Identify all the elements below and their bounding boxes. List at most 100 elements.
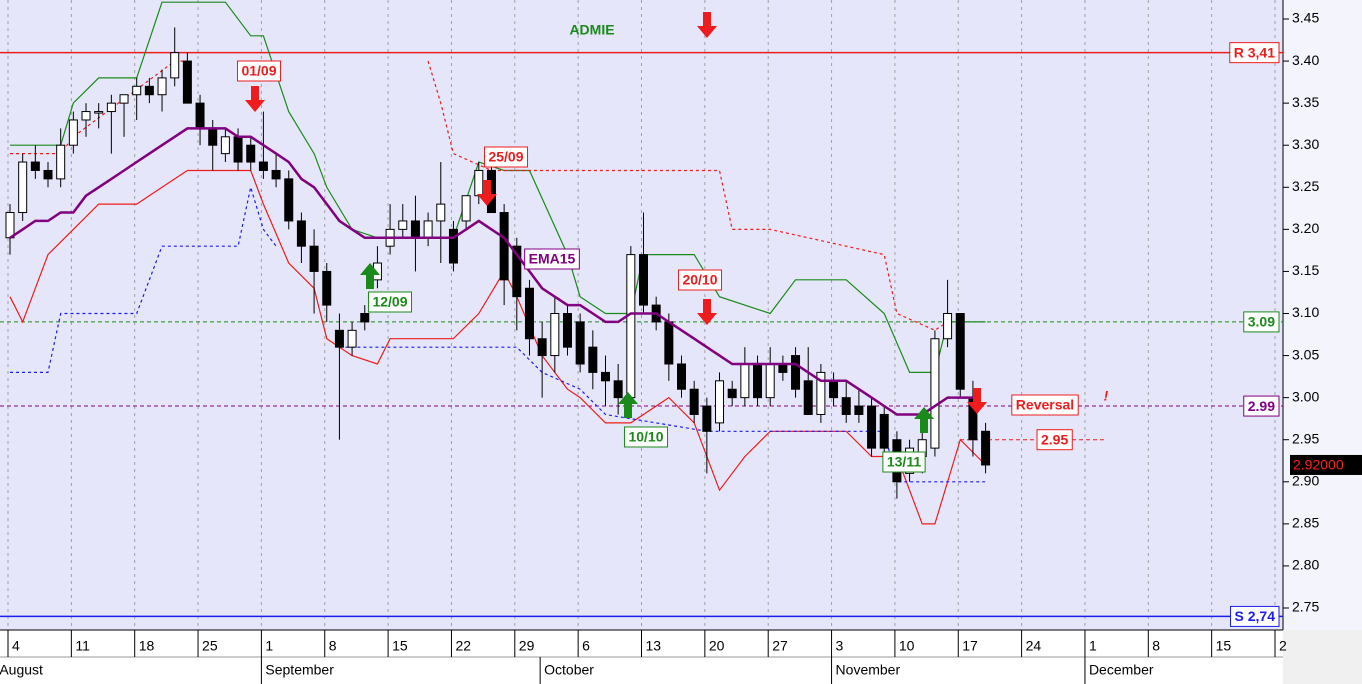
candle-body xyxy=(715,380,725,424)
indicator-line xyxy=(427,60,948,331)
level-label: 3.09 xyxy=(1248,314,1275,330)
candle-body xyxy=(157,77,167,96)
candle-body xyxy=(512,245,522,298)
signal-arrow xyxy=(360,263,380,289)
y-tick-label: 2.85 xyxy=(1292,515,1319,531)
annotation-label: EMA15 xyxy=(529,251,576,267)
x-tick-label: 24 xyxy=(1026,638,1042,654)
annotation-label: 01/09 xyxy=(241,63,276,79)
y-tick-label: 3.30 xyxy=(1292,136,1319,152)
annotation-label: 25/09 xyxy=(488,149,523,165)
candle-body xyxy=(296,220,306,247)
x-tick-label: 15 xyxy=(392,638,408,654)
candle-body xyxy=(309,245,319,272)
candle-body xyxy=(423,220,433,239)
candle-body xyxy=(195,102,205,129)
candle-body xyxy=(803,380,813,415)
y-tick-label: 2.80 xyxy=(1292,557,1319,573)
annotation-label: 10/10 xyxy=(628,429,663,445)
candle-body xyxy=(56,144,66,180)
annotation-box xyxy=(677,269,723,291)
month-label: November xyxy=(836,662,901,678)
candle-body xyxy=(43,169,53,180)
x-tick-label: 2 xyxy=(1279,638,1287,654)
x-tick-label: 27 xyxy=(772,638,788,654)
candle-body xyxy=(537,338,547,357)
month-label: August xyxy=(0,662,43,678)
signal-arrow xyxy=(967,388,987,414)
candle-body xyxy=(233,136,243,163)
month-label: September xyxy=(265,662,334,678)
candle-body xyxy=(132,85,142,96)
last-price-label: 2.92000 xyxy=(1293,457,1344,473)
candle-body xyxy=(664,321,674,365)
x-tick-label: 17 xyxy=(962,638,978,654)
candle-body xyxy=(981,430,991,466)
x-tick-label: 25 xyxy=(202,638,218,654)
candle-body xyxy=(588,346,598,373)
candle-body xyxy=(474,169,484,197)
candle-body xyxy=(955,313,965,390)
candle-body xyxy=(765,363,775,399)
candle-body xyxy=(119,94,129,104)
candle-body xyxy=(791,355,801,390)
signal-arrow xyxy=(914,407,934,433)
candle-body xyxy=(677,363,687,390)
annotation-label: 20/10 xyxy=(682,272,717,288)
x-tick-label: 29 xyxy=(519,638,535,654)
level-label: 2.95 xyxy=(1041,431,1068,447)
candle-body xyxy=(360,313,370,323)
candle-body xyxy=(689,388,699,415)
candle-body xyxy=(930,338,940,449)
candle-body xyxy=(499,212,509,281)
candle-body xyxy=(258,161,268,171)
candle-body xyxy=(246,144,256,163)
candle-body xyxy=(727,388,737,399)
annotation-box xyxy=(483,146,529,168)
candle-body xyxy=(550,313,560,357)
annotation-box xyxy=(882,451,926,473)
candle-body xyxy=(106,102,116,113)
level-label: 2.99 xyxy=(1248,398,1275,414)
candle-body xyxy=(144,85,154,96)
y-axis-background xyxy=(1283,0,1362,630)
y-tick-label: 2.75 xyxy=(1292,599,1319,615)
candle-body xyxy=(702,405,712,432)
candle-body xyxy=(436,203,446,222)
y-tick-label: 3.10 xyxy=(1292,304,1319,320)
annotation-box xyxy=(367,291,413,313)
candle-body xyxy=(753,363,763,399)
candle-body xyxy=(968,397,978,441)
candle-body xyxy=(94,111,104,114)
y-tick-label: 3.35 xyxy=(1292,94,1319,110)
plot-layer xyxy=(0,0,1283,630)
candle-body xyxy=(18,161,28,214)
annotation-label: Reversal xyxy=(1016,397,1074,413)
candle-body xyxy=(829,380,839,399)
candle-body xyxy=(68,119,78,146)
candle-body xyxy=(271,169,281,180)
candle-body xyxy=(854,405,864,415)
y-tick-label: 2.90 xyxy=(1292,472,1319,488)
candle-body xyxy=(448,228,458,264)
y-tick-label: 3.45 xyxy=(1292,10,1319,26)
x-tick-label: 11 xyxy=(75,638,90,654)
candle-body xyxy=(867,405,877,449)
x-tick-label: 13 xyxy=(646,638,662,654)
signal-arrow xyxy=(477,180,497,206)
candle-body xyxy=(398,220,408,230)
y-tick-label: 3.05 xyxy=(1292,346,1319,362)
x-tick-label: 18 xyxy=(139,638,155,654)
candle-body xyxy=(562,313,572,348)
y-tick-label: 3.20 xyxy=(1292,220,1319,236)
y-tick-label: 3.25 xyxy=(1292,178,1319,194)
candle-body xyxy=(170,52,180,79)
x-tick-label: 10 xyxy=(899,638,915,654)
signal-arrow xyxy=(618,392,638,418)
indicator-line xyxy=(10,187,277,373)
x-tick-label: 4 xyxy=(12,638,20,654)
annotation-box xyxy=(1011,394,1079,416)
y-tick-label: 3.00 xyxy=(1292,388,1319,404)
candle-body xyxy=(347,329,357,348)
